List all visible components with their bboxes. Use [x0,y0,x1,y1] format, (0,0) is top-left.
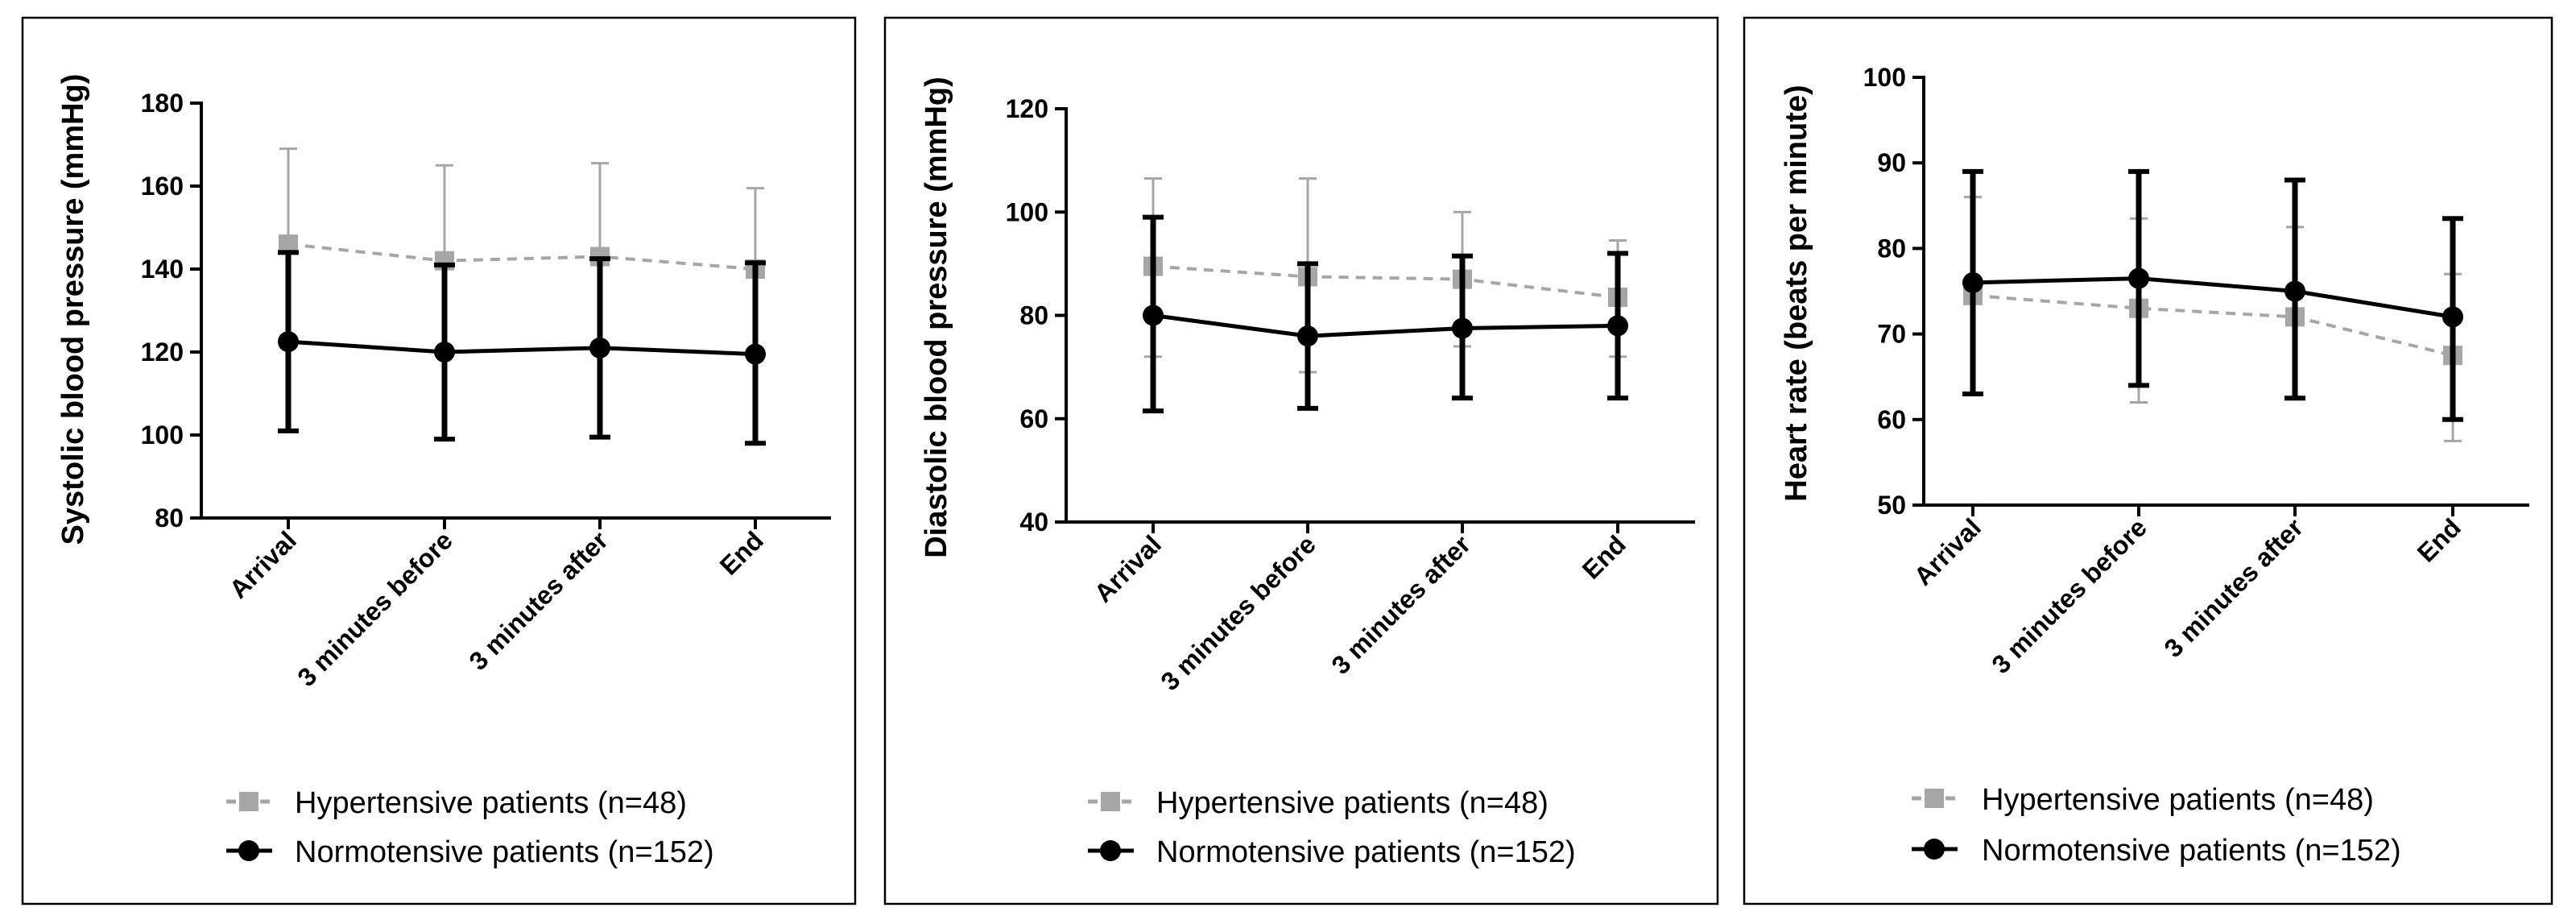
legend: Hypertensive patients (n=48) Normotensiv… [226,786,714,869]
data-point-circle [2442,306,2463,328]
y-tick-label: 60 [1019,404,1048,433]
legend-entry-normotensive: Normotensive patients (n=152) [1088,835,1576,869]
series-normotensive [278,250,766,446]
data-point-circle [278,331,299,353]
y-tick-label: 180 [141,89,184,118]
legend-label-normotensive: Normotensive patients (n=152) [1156,835,1576,869]
legend-marker-square [1101,792,1120,811]
y-tick-label: 80 [1877,234,1906,263]
legend-label-hypertensive: Hypertensive patients (n=48) [1982,783,2374,817]
series-normotensive [1143,214,1628,414]
series-line [1152,313,1619,338]
legend: Hypertensive patients (n=48) Normotensiv… [1912,783,2401,868]
y-tick-label: 140 [141,255,184,284]
data-point-circle [434,342,455,363]
legend-marker-circle [1924,839,1945,860]
y-tick-label: 100 [141,421,184,450]
legend-label-normotensive: Normotensive patients (n=152) [295,835,714,869]
data-point-circle [589,337,610,358]
y-tick-label: 80 [155,503,184,532]
series-line [287,242,756,271]
legend-label-hypertensive: Hypertensive patients (n=48) [1156,786,1548,820]
systolic-panel: Systolic blood pressure (mmHg) 80 100 120 1… [21,16,857,905]
y-axis-title: Heart rate (beats per minute) [1780,85,1813,501]
legend-entry-normotensive: Normotensive patients (n=152) [226,835,714,869]
legend-label-hypertensive: Hypertensive patients (n=48) [295,786,687,820]
data-point-circle [1452,317,1473,339]
y-axis-title: Systolic blood pressure (mmHg) [56,74,90,545]
y-tick-label: 60 [1877,405,1906,434]
y-tick-label: 160 [141,172,184,201]
series-line [1972,293,2454,358]
data-point-circle [745,343,766,365]
data-point-circle [2128,267,2149,289]
legend-marker-square [1925,789,1944,808]
data-point-circle [1297,325,1318,347]
legend-entry-normotensive: Normotensive patients (n=152) [1912,834,2401,868]
legend-marker-square [239,792,258,811]
y-tick-label: 40 [1019,508,1048,537]
panel-frame [1743,16,2553,905]
y-tick-label: 100 [1006,197,1048,226]
legend-marker-circle [1100,840,1121,861]
legend: Hypertensive patients (n=48) Normotensiv… [1088,786,1576,869]
data-point-circle [2284,280,2305,302]
legend-entry-hypertensive: Hypertensive patients (n=48) [1912,783,2374,817]
y-tick-label: 50 [1877,491,1906,520]
series-normotensive [1962,168,2463,422]
legend-entry-hypertensive: Hypertensive patients (n=48) [1088,786,1548,820]
y-axis-title: Diastolic blood pressure (mmHg) [920,77,953,558]
data-point-circle [1962,271,1983,293]
series-line [1972,276,2454,319]
data-point-circle [1143,305,1164,326]
legend-label-normotensive: Normotensive patients (n=152) [1982,834,2401,868]
series-line [287,339,756,357]
y-tick-label: 120 [141,338,184,367]
panel-frame [883,16,1719,905]
y-tick-label: 80 [1019,301,1048,330]
y-tick-label: 120 [1006,94,1048,123]
y-tick-label: 70 [1877,320,1906,349]
y-tick-label: 90 [1877,148,1906,177]
y-tick-label: 100 [1863,63,1906,92]
legend-marker-circle [238,840,259,861]
diastolic-panel: Diastolic blood pressure (mmHg) 40 60 80 10… [883,16,1719,905]
heart-rate-panel: Heart rate (beats per minute) 50 60 70 80 90… [1743,16,2553,905]
panel-frame [21,16,857,905]
legend-entry-hypertensive: Hypertensive patients (n=48) [226,786,687,820]
data-point-circle [1607,315,1628,337]
